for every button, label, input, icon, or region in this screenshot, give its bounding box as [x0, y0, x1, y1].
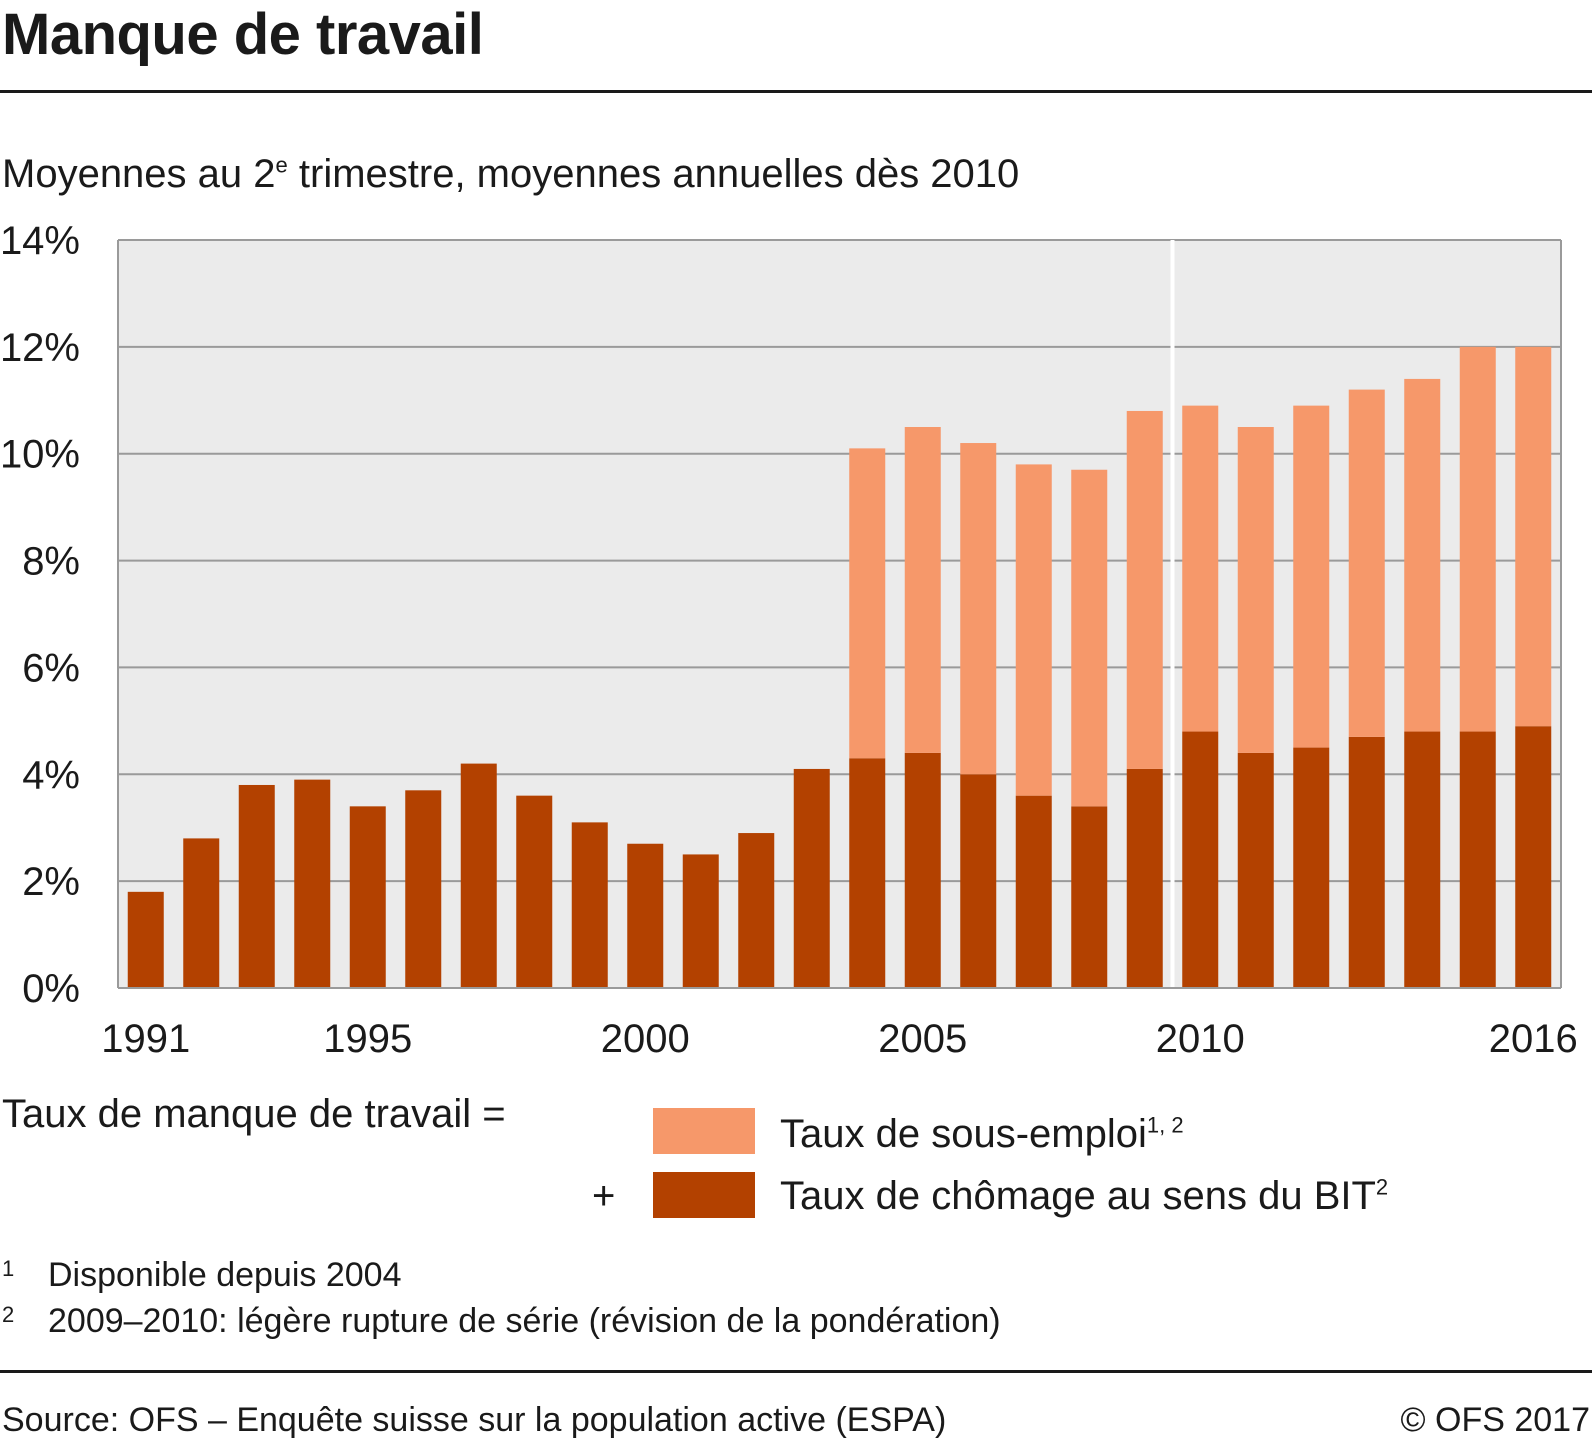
bar-unemployment-2014: [1404, 731, 1441, 988]
legend-swatch-unemployment: [653, 1172, 755, 1218]
bar-unemployment-2009: [1126, 768, 1163, 988]
y-tick-label: 4%: [22, 753, 80, 797]
copyright-note: © OFS 2017: [1400, 1401, 1590, 1439]
chart-title: Manque de travail: [2, 2, 484, 67]
bar-unemployment-2004: [849, 758, 886, 988]
y-tick-label: 8%: [22, 540, 80, 584]
bar-underemployment-2016: [1515, 346, 1552, 727]
bar-underemployment-2004: [849, 448, 886, 759]
bar-unemployment-2008: [1071, 806, 1108, 988]
legend-underemployment-footnote-ref: 1, 2: [1146, 1112, 1184, 1138]
bar-unemployment-1995: [349, 806, 386, 988]
footnote-2-number: 2: [2, 1302, 15, 1327]
bar-unemployment-1996: [405, 790, 442, 988]
legend-unemployment-text: Taux de chômage au sens du BIT: [780, 1174, 1376, 1218]
bar-underemployment-2015: [1459, 346, 1496, 732]
bar-unemployment-1997: [460, 763, 497, 988]
x-tick-label: 2016: [1489, 1017, 1578, 1060]
bar-underemployment-2007: [1015, 464, 1052, 796]
y-tick-label: 0%: [22, 967, 80, 1011]
bar-underemployment-2011: [1237, 427, 1274, 753]
bar-unemployment-2010: [1182, 731, 1219, 988]
legend-equation-label: Taux de manque de travail =: [2, 1092, 506, 1136]
bar-unemployment-2006: [960, 774, 997, 988]
title-rule: [0, 90, 1592, 93]
bar-underemployment-2006: [960, 443, 997, 775]
legend-underemployment-text: Taux de sous-emploi: [780, 1112, 1147, 1156]
bar-underemployment-2012: [1293, 405, 1330, 748]
bar-unemployment-1992: [183, 838, 220, 988]
subtitle-superscript: e: [275, 152, 288, 178]
footnote-1-text: Disponible depuis 2004: [48, 1256, 402, 1294]
footer-rule: [0, 1370, 1592, 1373]
bar-chart: 0% 2% 4% 6% 8% 10% 12% 14% 1991 1995 2000 2005 2010 2…: [0, 219, 1578, 1060]
bar-unemployment-2016: [1515, 726, 1552, 988]
x-tick-label: 1991: [101, 1017, 190, 1060]
bar-unemployment-1991: [127, 891, 164, 988]
bar-underemployment-2005: [904, 427, 941, 753]
bar-underemployment-2014: [1404, 378, 1441, 732]
bar-unemployment-2013: [1348, 736, 1385, 988]
bar-unemployment-2003: [793, 768, 830, 988]
bar-unemployment-1994: [294, 779, 331, 988]
footnote-2-text: 2009–2010: légère rupture de série (révi…: [48, 1302, 1001, 1340]
y-tick-label: 10%: [0, 433, 80, 477]
bar-unemployment-2001: [682, 854, 719, 988]
subtitle-after: trimestre, moyennes annuelles dès 2010: [287, 152, 1020, 196]
bar-unemployment-2011: [1237, 752, 1274, 988]
y-tick-label: 12%: [0, 326, 80, 370]
legend-label-unemployment: Taux de chômage au sens du BIT2: [780, 1172, 1388, 1220]
bar-unemployment-1998: [516, 795, 553, 988]
legend-plus-sign: +: [592, 1174, 616, 1218]
bar-underemployment-2008: [1071, 469, 1108, 807]
x-tick-label: 1995: [323, 1017, 412, 1060]
y-tick-label: 2%: [22, 860, 80, 904]
bar-underemployment-2013: [1348, 389, 1385, 737]
legend-unemployment-footnote-ref: 2: [1375, 1174, 1389, 1200]
footnote-1-number: 1: [2, 1256, 15, 1281]
bar-underemployment-2010: [1182, 405, 1219, 732]
bar-unemployment-2000: [627, 843, 664, 988]
x-tick-label: 2010: [1156, 1017, 1245, 1060]
x-tick-label: 2005: [878, 1017, 967, 1060]
x-tick-label: 2000: [601, 1017, 690, 1060]
bar-unemployment-1999: [571, 822, 608, 988]
source-note: Source: OFS – Enquête suisse sur la popu…: [2, 1401, 947, 1439]
legend-swatch-underemployment: [653, 1108, 755, 1154]
bar-unemployment-1993: [238, 784, 275, 988]
bar-unemployment-2002: [738, 833, 775, 988]
bar-unemployment-2007: [1015, 795, 1052, 988]
bar-underemployment-2009: [1126, 410, 1163, 769]
bar-unemployment-2012: [1293, 747, 1330, 988]
y-tick-label: 6%: [22, 646, 80, 690]
subtitle-before: Moyennes au 2: [2, 152, 276, 196]
bar-unemployment-2005: [904, 752, 941, 988]
legend-label-underemployment: Taux de sous-emploi1, 2: [780, 1110, 1184, 1158]
bar-unemployment-2015: [1459, 731, 1496, 988]
y-tick-label: 14%: [0, 219, 80, 263]
chart-subtitle: Moyennes au 2e trimestre, moyennes annue…: [2, 148, 1019, 200]
plot-background: [118, 240, 1561, 988]
